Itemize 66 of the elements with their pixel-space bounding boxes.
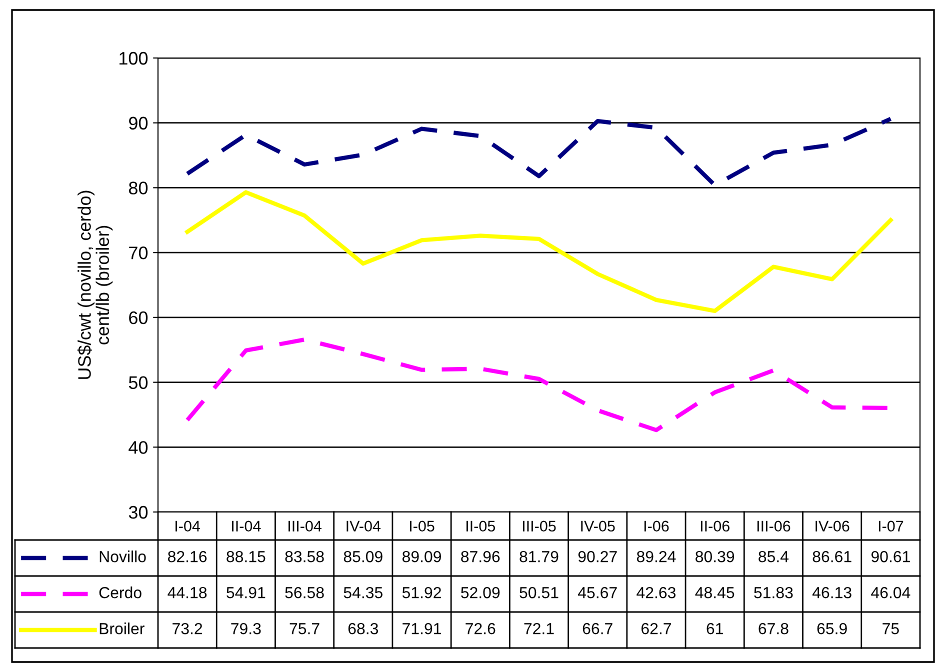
x-tick-label: IV-04	[346, 520, 381, 532]
x-tick-label: III-04	[288, 520, 322, 532]
data-label: 87.96	[461, 550, 500, 562]
x-tick-label: II-05	[466, 520, 496, 532]
y-tick-label: 90	[129, 116, 148, 130]
data-label: 82.16	[168, 550, 207, 562]
data-label: 54.91	[226, 586, 266, 598]
x-tick-label: I-07	[878, 520, 904, 532]
data-label: 61	[706, 622, 723, 634]
legend-label: Cerdo	[99, 586, 142, 598]
data-label: 62.7	[642, 622, 671, 634]
data-label: 89.24	[636, 550, 676, 562]
data-label: 45.67	[578, 586, 617, 598]
data-label: 56.58	[285, 586, 324, 598]
data-label: 81.79	[520, 550, 558, 562]
y-tick-label: 60	[129, 311, 148, 324]
y-tick-label: 80	[128, 182, 148, 194]
line-series	[185, 190, 893, 314]
x-tick-label: I-06	[644, 520, 669, 532]
data-label: 44.18	[168, 586, 207, 598]
x-tick-label: I-04	[176, 520, 200, 532]
data-label: 50.51	[520, 586, 558, 598]
data-label: 51.83	[754, 586, 793, 598]
x-tick-label: II-06	[700, 520, 730, 532]
data-label: 83.58	[285, 550, 324, 562]
data-label: 75	[882, 623, 899, 634]
data-label: 54.35	[344, 586, 382, 598]
data-label: 86.61	[812, 550, 852, 562]
x-tick-label: III-06	[757, 520, 790, 532]
data-label: 71.91	[402, 622, 441, 634]
data-label: 65.9	[817, 622, 847, 634]
line-series	[185, 116, 893, 188]
data-label: 48.45	[695, 586, 734, 598]
x-tick-label: IV-05	[581, 520, 615, 532]
data-label: 42.63	[636, 586, 676, 598]
data-label: 72.6	[466, 622, 496, 634]
data-label: 46.13	[812, 586, 852, 598]
x-tick-label: III-05	[523, 520, 556, 532]
data-label: 72.1	[524, 622, 554, 634]
data-label: 90.27	[578, 550, 617, 562]
data-label: 66.7	[582, 622, 612, 634]
x-tick-label: II-04	[232, 520, 261, 532]
y-tick-label: 30	[128, 506, 148, 519]
data-label: 67.8	[758, 622, 788, 634]
data-label: 51.92	[402, 586, 441, 598]
data-label: 68.3	[348, 622, 378, 634]
data-label: 52.09	[461, 586, 500, 598]
data-label: 75.7	[290, 623, 320, 634]
data-label: 90.61	[871, 550, 910, 562]
x-tick-label: I-05	[410, 520, 434, 532]
data-label: 46.04	[871, 586, 910, 598]
data-label: 85.4	[758, 550, 789, 562]
y-axis-title: US$/cwt (novillo, cerdo) cent/lb (broiler)	[77, 190, 113, 379]
data-label: 89.09	[402, 550, 441, 562]
data-label: 80.39	[696, 550, 734, 562]
data-label: 85.09	[344, 550, 382, 562]
legend-label: Novillo	[100, 550, 146, 562]
data-label: 88.15	[226, 550, 266, 562]
legend-label: Broiler	[100, 622, 144, 634]
data-label: 79.3	[231, 622, 261, 634]
data-label: 73.2	[172, 622, 202, 634]
x-tick-label: IV-06	[816, 520, 850, 532]
y-tick-label: 70	[129, 246, 148, 260]
y-tick-label: 100	[120, 52, 148, 65]
y-tick-label: 50	[128, 376, 148, 390]
y-tick-label: 40	[128, 441, 148, 454]
